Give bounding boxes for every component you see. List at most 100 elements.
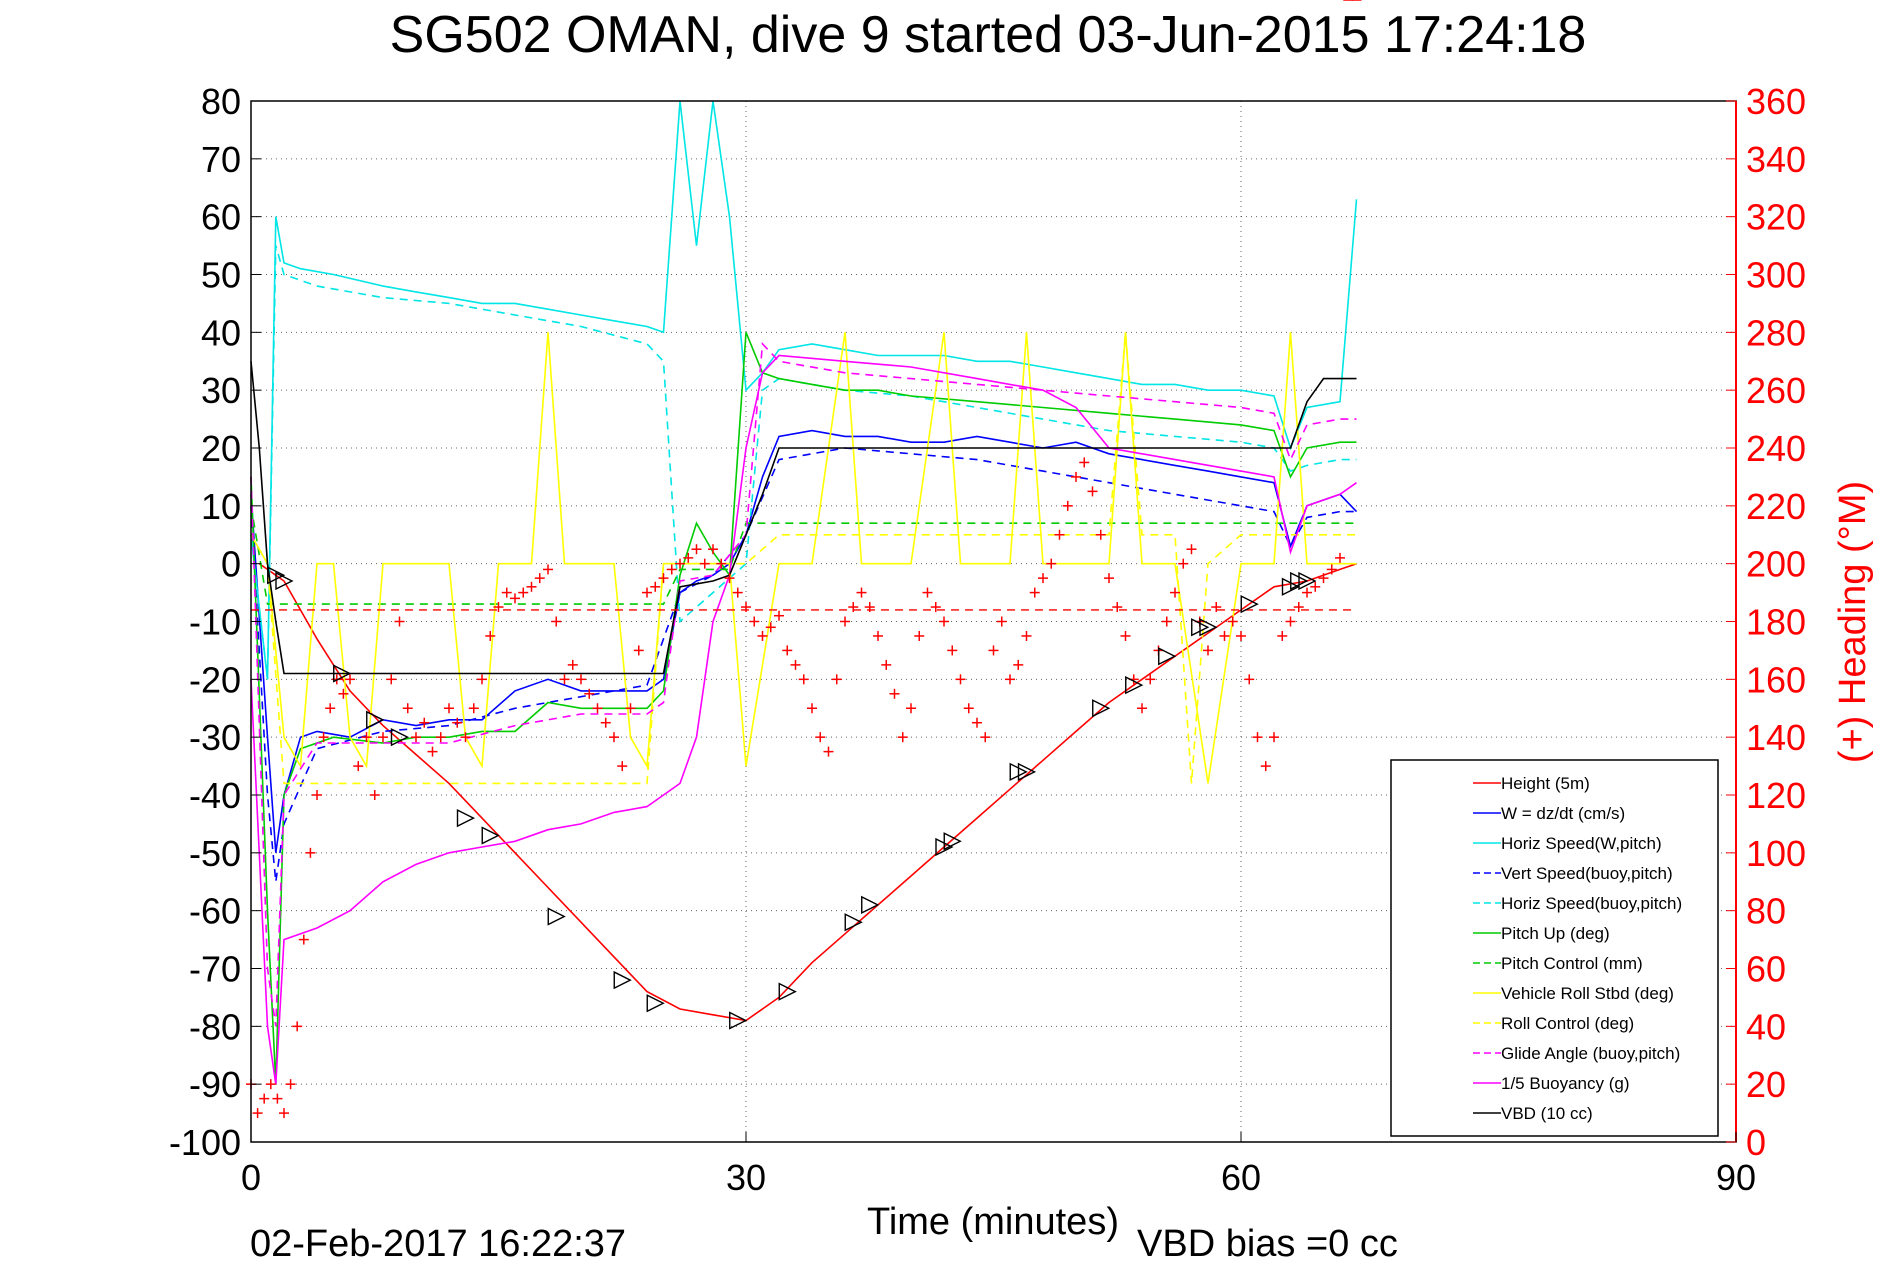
legend-label: VBD (10 cc) <box>1501 1104 1593 1123</box>
legend-box <box>1390 759 1719 1137</box>
height-marker <box>1298 571 1317 591</box>
heading-point <box>609 732 619 743</box>
y2-tick-label: 340 <box>1746 139 1806 180</box>
legend-label: Vehicle Roll Stbd (deg) <box>1501 984 1674 1003</box>
heading-point <box>848 602 859 613</box>
heading-point <box>807 703 817 714</box>
heading-point <box>1211 602 1222 613</box>
heading-point <box>1310 581 1321 592</box>
y2-tick-label: 320 <box>1746 197 1806 238</box>
y-tick-label: 50 <box>201 255 241 296</box>
heading-point <box>815 732 826 743</box>
heading-point <box>897 732 908 743</box>
heading-point <box>955 674 966 685</box>
heading-point <box>732 587 743 598</box>
heading-point <box>543 564 553 575</box>
heading-point <box>567 659 578 670</box>
y-tick-label: -80 <box>189 1006 241 1047</box>
heading-point <box>1178 558 1189 569</box>
series-line-4 <box>250 245 1357 680</box>
heading-point <box>252 1108 263 1119</box>
heading-point <box>460 732 471 743</box>
heading-point <box>298 934 309 945</box>
heading-point <box>963 703 974 714</box>
height-marker <box>646 994 665 1013</box>
heading-point <box>493 602 504 613</box>
y2-tick-label: 300 <box>1746 255 1806 296</box>
heading-point <box>292 1021 303 1032</box>
heading-point <box>1120 630 1131 641</box>
heading-point <box>798 674 809 685</box>
series-line-1 <box>250 429 1358 853</box>
legend-label: Roll Control (deg) <box>1501 1014 1634 1033</box>
heading-point <box>600 717 611 728</box>
y2-tick-label: 360 <box>1746 81 1806 122</box>
y2-tick-label: 180 <box>1746 602 1806 643</box>
height-marker <box>1240 595 1259 614</box>
heading-point <box>1277 630 1288 641</box>
y-tick-label: -40 <box>189 775 241 816</box>
heading-point <box>716 558 727 569</box>
y-tick-label: 0 <box>221 544 241 585</box>
series-line-7 <box>250 332 1357 784</box>
series-line-10 <box>250 354 1357 1085</box>
heading-point <box>856 587 867 598</box>
y-tick-label: -30 <box>189 717 241 758</box>
chart-title: SG502 OMAN, dive 9 started 03-Jun-2015 1… <box>390 6 1587 64</box>
series-line-6 <box>250 505 1357 605</box>
y-tick-label: -10 <box>189 602 241 643</box>
x-tick-label: 30 <box>726 1157 766 1198</box>
y-tick-label: 80 <box>201 81 241 122</box>
heading-point <box>889 688 900 699</box>
heading-point <box>265 1079 276 1090</box>
x-axis: 0 30 60 90 <box>241 1132 1756 1198</box>
y-tick-label: -50 <box>189 833 241 874</box>
y2-tick-label: 100 <box>1746 833 1806 874</box>
y2-tick-label: 220 <box>1746 486 1806 527</box>
heading-point <box>1260 761 1271 772</box>
heading-point <box>325 703 336 714</box>
legend-label: Pitch Up (deg) <box>1501 924 1610 943</box>
heading-point <box>1046 558 1057 569</box>
marker-group <box>246 0 1362 1119</box>
heading-point <box>1170 587 1180 598</box>
heading-point <box>1095 529 1106 540</box>
series-line-3 <box>250 447 1357 882</box>
heading-point <box>501 587 512 598</box>
y2-tick-label: 80 <box>1746 891 1786 932</box>
heading-point <box>559 674 570 685</box>
heading-point <box>1219 630 1230 641</box>
heading-point <box>305 847 316 858</box>
heading-point <box>477 674 487 685</box>
heading-point <box>592 703 603 714</box>
heading-point <box>906 703 916 714</box>
series-line-9 <box>250 342 1357 1027</box>
heading-point <box>435 732 446 743</box>
heading-point <box>922 587 933 598</box>
y2-tick-label: 60 <box>1746 949 1786 990</box>
height-marker <box>729 1011 748 1030</box>
y2-tick-label: 40 <box>1746 1006 1786 1047</box>
heading-point <box>790 659 801 670</box>
height-marker <box>1017 762 1037 781</box>
y-tick-label: 60 <box>201 197 241 238</box>
heading-point <box>914 630 925 641</box>
heading-point <box>881 659 892 670</box>
height-marker <box>390 728 410 747</box>
heading-point <box>724 573 735 584</box>
height-marker <box>613 970 632 990</box>
heading-point <box>584 688 595 699</box>
legend-label: W = dz/dt (cm/s) <box>1501 804 1625 823</box>
heading-point <box>551 616 562 627</box>
heading-point <box>947 645 958 656</box>
height-marker <box>943 832 962 851</box>
heading-point <box>1062 500 1073 511</box>
y-tick-label: 40 <box>201 312 241 353</box>
heading-point <box>782 645 793 656</box>
heading-point <box>1161 616 1172 627</box>
legend-label: 1/5 Buoyancy (g) <box>1501 1074 1630 1093</box>
series-line-8 <box>250 332 1357 785</box>
legend-label: Horiz Speed(buoy,pitch) <box>1501 894 1682 913</box>
heading-point <box>774 610 784 621</box>
